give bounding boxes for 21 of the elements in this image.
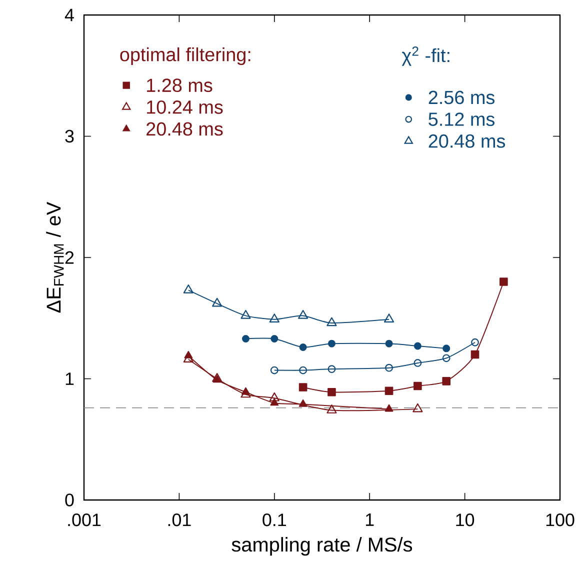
y-tick-label: 4 [64,8,74,22]
y-tick-label: 2 [65,251,74,264]
legend-label: 10.24 ms [147,100,223,114]
annotation: optimal filtering: [120,47,250,66]
x-tick-label: .001 [68,514,101,526]
y-tick-label: 1 [66,372,74,385]
x-tick-label: 10 [456,514,474,526]
y-tick-label: 3 [65,130,74,143]
x-tick-label: 0.1 [262,514,286,526]
legend-label: 20.48 ms [428,134,506,148]
x-axis-title: sampling rate / MS/s [232,537,412,556]
legend-label: 5.12 ms [428,112,494,126]
annotation: χ$^{2}$ -fit: [402,46,450,66]
x-tick-label: .01 [168,514,191,526]
legend-label: 20.48 ms [146,122,223,136]
legend-label: 1.28 ms [147,78,212,92]
x-tick-label: 1 [366,514,374,526]
legend-label: 2.56 ms [428,90,494,104]
y-axis-title: ΔE$_{FWHM}$ / eV [46,202,64,313]
x-tick-label: 100 [546,514,574,526]
y-tick-label: 0 [65,494,74,506]
